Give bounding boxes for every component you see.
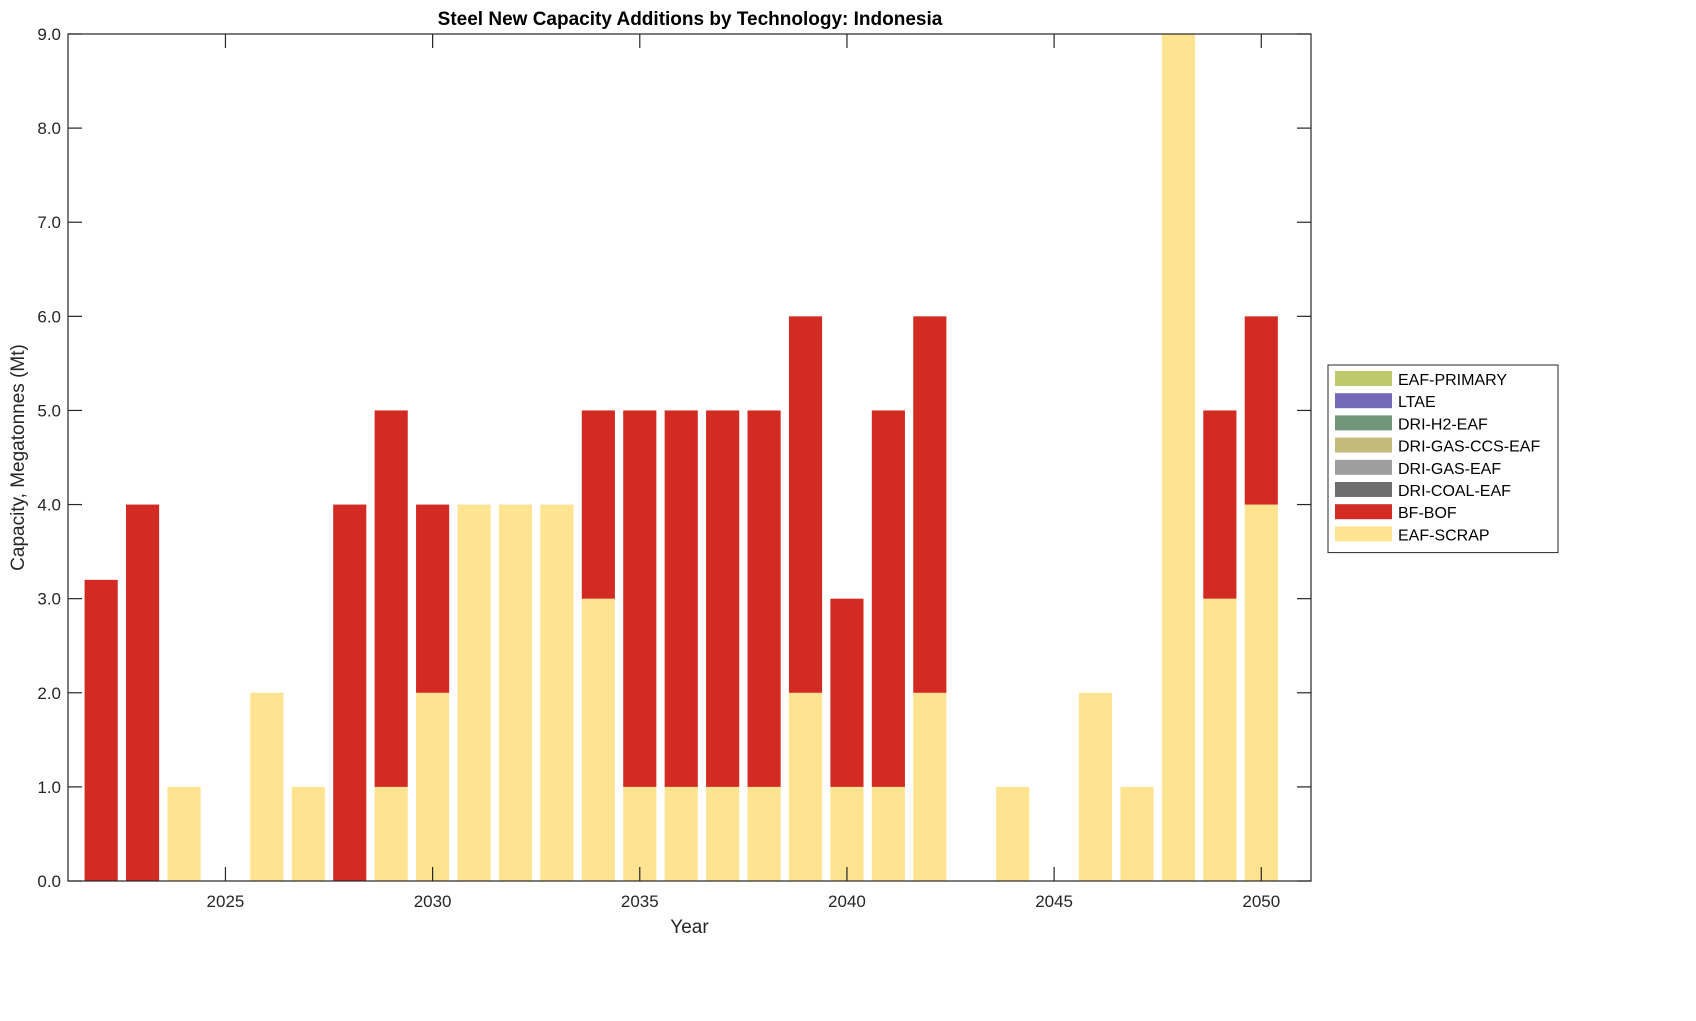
chart-title: Steel New Capacity Additions by Technolo… [438,9,943,30]
bar-eaf-scrap-2049 [1203,598,1237,881]
bar-eaf-scrap-2030 [416,692,450,881]
legend-swatch-dri-gas-ccs-eaf [1335,437,1392,453]
legend-swatch-ltae [1335,393,1392,409]
bar-eaf-scrap-2037 [706,786,740,881]
bar-bf-bof-2029 [374,410,408,787]
bar-bf-bof-2022 [84,579,118,881]
bar-bf-bof-2023 [126,504,160,881]
bar-eaf-scrap-2026 [250,692,284,881]
bar-eaf-scrap-2029 [374,786,408,881]
bar-bf-bof-2050 [1244,316,1278,505]
legend-label-eaf-primary: EAF-PRIMARY [1398,372,1507,389]
x-tick-label: 2035 [621,892,659,911]
legend-swatch-eaf-primary [1335,371,1392,386]
y-tick-label: 6.0 [37,307,61,326]
legend-label-dri-coal-eaf: DRI-COAL-EAF [1398,483,1511,500]
bar-eaf-scrap-2042 [913,692,947,881]
y-axis-label: Capacity, Megatonnes (Mt) [8,344,29,571]
bar-bf-bof-2034 [581,410,615,599]
bar-bf-bof-2036 [664,410,698,787]
bar-eaf-scrap-2041 [871,786,905,881]
legend-label-dri-gas-eaf: DRI-GAS-EAF [1398,461,1501,478]
x-tick-label: 2025 [207,892,245,911]
x-axis: 2025 2030 2035 2040 2045 2050 [207,34,1280,911]
x-tick-label: 2040 [828,892,866,911]
legend-swatch-eaf-scrap [1335,526,1392,542]
bar-bf-bof-2040 [830,598,864,787]
bar-eaf-scrap-2031 [457,504,491,881]
legend-swatch-dri-coal-eaf [1335,482,1392,497]
y-tick-label: 8.0 [37,119,61,138]
bar-eaf-scrap-2033 [540,504,574,881]
bar-bf-bof-2041 [871,410,905,787]
bar-eaf-scrap-2047 [1120,786,1154,881]
bar-eaf-scrap-2035 [623,786,657,881]
bar-eaf-scrap-2048 [1161,34,1195,881]
bar-eaf-scrap-2032 [498,504,533,881]
bar-bf-bof-2038 [747,410,781,787]
legend-label-dri-h2-eaf: DRI-H2-EAF [1398,416,1488,433]
bar-eaf-scrap-2039 [788,692,823,881]
x-tick-label: 2045 [1035,892,1073,911]
y-tick-label: 0.0 [37,872,61,891]
bar-eaf-scrap-2044 [996,786,1030,881]
x-axis-label: Year [670,917,709,938]
bar-eaf-scrap-2050 [1244,504,1278,881]
legend-label-ltae: LTAE [1398,394,1436,411]
legend-swatch-dri-h2-eaf [1335,415,1392,431]
legend-swatch-dri-gas-eaf [1335,459,1392,475]
legend-box [1327,364,1559,554]
x-tick-label: 2030 [414,892,452,911]
plot-frame [67,33,1312,882]
y-tick-label: 2.0 [37,684,61,703]
bar-bf-bof-2039 [788,316,823,693]
x-tick-label: 2050 [1242,892,1280,911]
bar-eaf-scrap-2040 [830,786,864,881]
legend-label-bf-bof: BF-BOF [1398,505,1457,522]
bar-bf-bof-2049 [1203,410,1237,599]
legend-label-dri-gas-ccs-eaf: DRI-GAS-CCS-EAF [1398,439,1540,456]
legend-swatch-bf-bof [1335,504,1392,520]
bar-eaf-scrap-2036 [664,786,698,881]
y-tick-label: 1.0 [37,778,61,797]
bar-bf-bof-2035 [623,410,657,787]
y-tick-label: 7.0 [37,213,61,232]
bar-eaf-scrap-2046 [1078,692,1113,881]
y-tick-label: 3.0 [37,590,61,609]
y-tick-label: 9.0 [37,25,61,44]
bar-bf-bof-2030 [416,504,450,693]
bar-eaf-scrap-2024 [167,786,201,881]
y-tick-label: 5.0 [37,401,61,420]
bar-bf-bof-2028 [333,504,367,881]
y-axis: 0.0 1.0 2.0 3.0 4.0 5.0 6.0 7.0 8.0 9.0 [37,25,1311,891]
bar-eaf-scrap-2027 [291,786,325,881]
bar-bf-bof-2037 [706,410,740,787]
bars-group [84,34,1278,881]
legend-label-eaf-scrap: EAF-SCRAP [1398,527,1490,544]
y-tick-label: 4.0 [37,496,61,515]
bar-eaf-scrap-2034 [581,598,615,881]
bar-bf-bof-2042 [913,316,947,693]
bar-eaf-scrap-2038 [747,786,781,881]
legend: EAF-PRIMARY LTAE DRI-H2-EAF DRI-GAS-CCS-EAF… [1327,364,1559,554]
